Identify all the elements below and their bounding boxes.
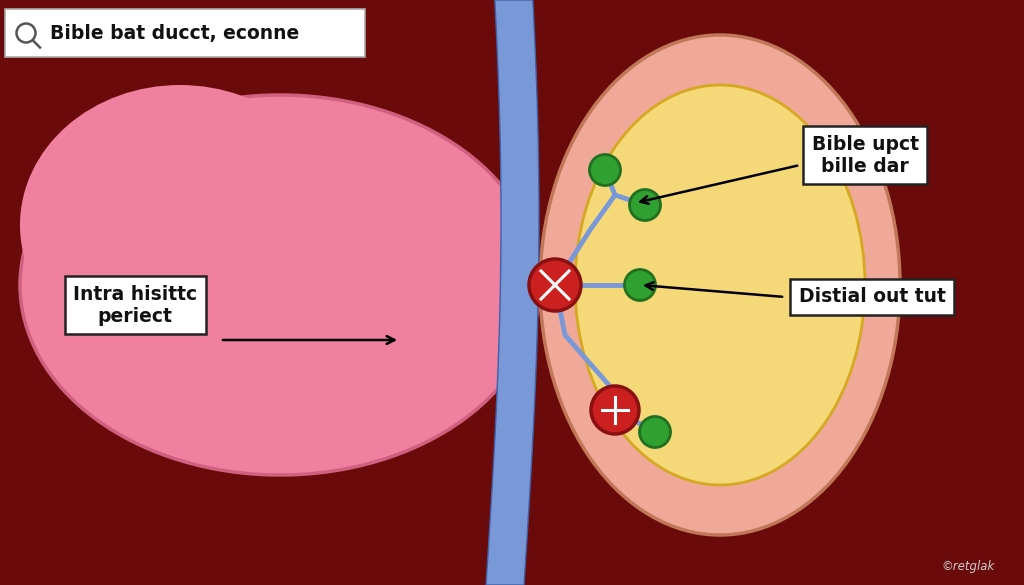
Ellipse shape — [20, 95, 540, 475]
Text: Intra hisittc
periect: Intra hisittc periect — [73, 284, 197, 325]
Ellipse shape — [540, 35, 900, 535]
Ellipse shape — [20, 85, 340, 365]
Circle shape — [529, 259, 581, 311]
Text: ©retglak: ©retglak — [942, 560, 995, 573]
FancyBboxPatch shape — [5, 9, 365, 57]
Circle shape — [590, 154, 621, 185]
Circle shape — [625, 270, 655, 301]
Ellipse shape — [575, 85, 865, 485]
PathPatch shape — [486, 0, 539, 585]
Text: Bible upct
bille dar: Bible upct bille dar — [811, 135, 919, 176]
Text: Bible bat ducct, econne: Bible bat ducct, econne — [50, 23, 299, 43]
Circle shape — [630, 190, 660, 221]
Text: Distial out tut: Distial out tut — [799, 287, 945, 307]
Circle shape — [591, 386, 639, 434]
Circle shape — [640, 417, 671, 448]
